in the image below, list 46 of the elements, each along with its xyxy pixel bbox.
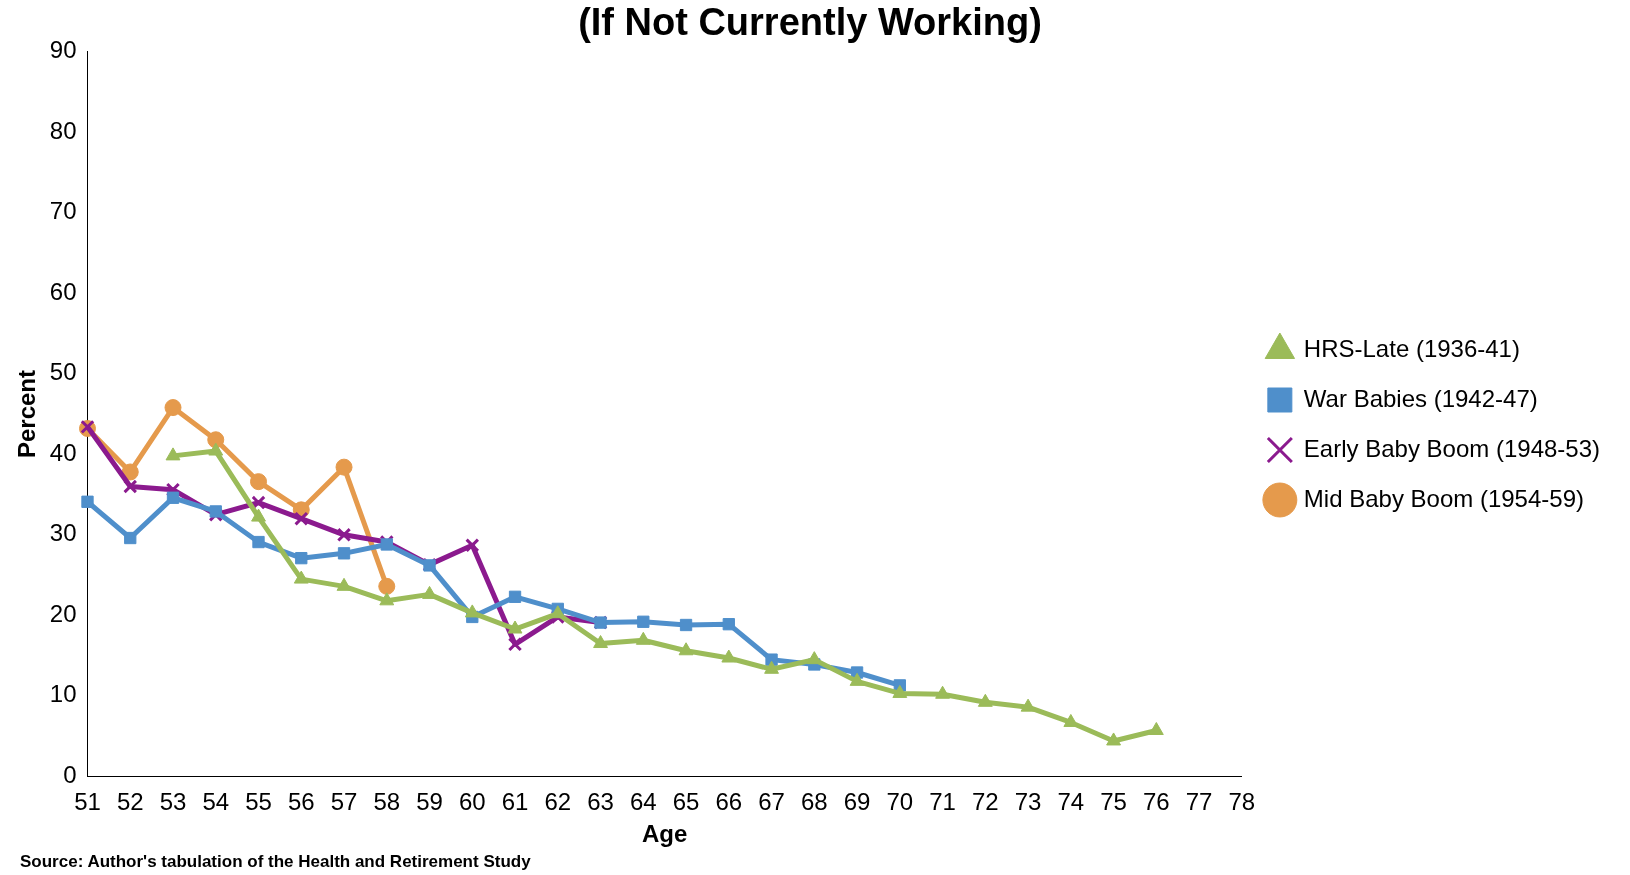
y-tick-label: 60 — [49, 277, 77, 305]
x-tick-label: 67 — [758, 788, 785, 816]
x-axis-title: Age — [642, 820, 688, 848]
x-tick-label: 62 — [544, 788, 572, 816]
x-tick-label: 52 — [116, 788, 144, 816]
x-tick-label: 77 — [1185, 788, 1213, 816]
legend-label: War Babies (1942-47) — [1303, 384, 1538, 412]
x-tick-label: 71 — [929, 788, 956, 816]
y-axis-title: Percent — [13, 369, 41, 459]
x-tick-label: 64 — [629, 788, 657, 816]
x-tick-label: 68 — [800, 788, 828, 816]
y-tick-label: 80 — [49, 116, 77, 144]
x-tick-label: 63 — [587, 788, 614, 816]
x-tick-label: 75 — [1100, 788, 1127, 816]
x-tick-label: 56 — [287, 788, 315, 816]
legend-label: HRS-Late (1936-41) — [1303, 334, 1520, 362]
x-tick-label: 76 — [1143, 788, 1170, 816]
x-tick-label: 51 — [74, 788, 101, 816]
x-tick-label: 54 — [202, 788, 230, 816]
x-tick-label: 53 — [159, 788, 187, 816]
x-tick-label: 69 — [843, 788, 871, 816]
chart-title: (If Not Currently Working) — [578, 1, 1042, 44]
x-tick-label: 61 — [501, 788, 529, 816]
y-tick-label: 30 — [49, 519, 77, 547]
y-tick-label: 50 — [49, 358, 77, 386]
x-tick-label: 60 — [458, 788, 486, 816]
legend-label: Mid Baby Boom (1954-59) — [1303, 484, 1584, 512]
x-tick-label: 66 — [715, 788, 743, 816]
y-tick-label: 20 — [49, 599, 77, 627]
x-tick-label: 65 — [672, 788, 700, 816]
y-tick-label: 90 — [49, 36, 77, 64]
x-tick-label: 72 — [971, 788, 999, 816]
x-tick-label: 59 — [416, 788, 443, 816]
y-tick-label: 10 — [49, 680, 77, 708]
legend-label: Early Baby Boom (1948-53) — [1303, 434, 1601, 462]
x-tick-label: 70 — [886, 788, 914, 816]
x-tick-label: 58 — [373, 788, 401, 816]
x-tick-label: 74 — [1057, 788, 1085, 816]
x-tick-label: 73 — [1014, 788, 1042, 816]
source-note: Source: Author's tabulation of the Health and Retirement Study — [20, 852, 531, 872]
x-tick-label: 57 — [330, 788, 358, 816]
y-tick-label: 0 — [63, 761, 77, 789]
y-tick-label: 40 — [49, 438, 77, 466]
x-tick-label: 78 — [1228, 788, 1256, 816]
x-tick-label: 55 — [245, 788, 272, 816]
y-tick-label: 70 — [49, 197, 77, 225]
